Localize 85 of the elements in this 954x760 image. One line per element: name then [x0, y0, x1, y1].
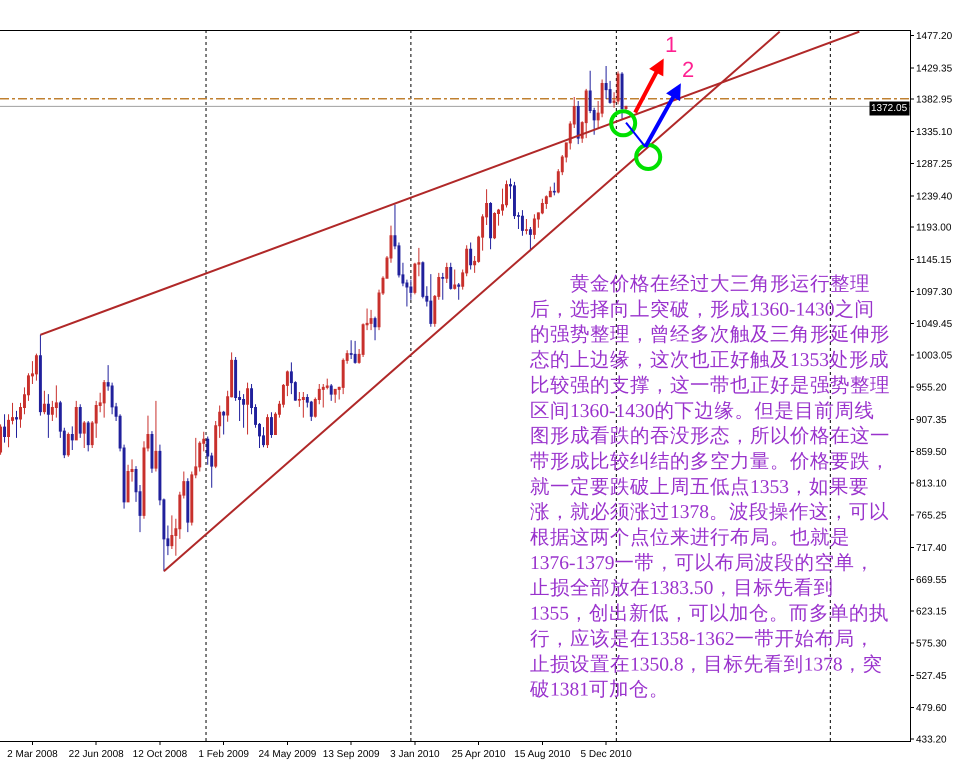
candlestick [262, 426, 265, 448]
candlestick [266, 414, 269, 448]
candlestick [374, 316, 377, 341]
candlestick [604, 66, 608, 100]
y-tick-label: 623.15 [916, 606, 948, 618]
y-tick-label: 479.60 [916, 703, 948, 714]
candlestick [457, 282, 460, 300]
candlestick [38, 334, 42, 416]
text: 黄金价格在经过大三角形运行整理后，选择向上突破，形成1360-1430之间的强势整理，曾经多次触及三角形延伸形态的上边缘，这次也正好触及1353处形成比较强的支撑，这一带也正好是强势整理区间1360-1430的下边缘。但是目前周线图形成看跌的吞没形态，所以价格在这一带形成比较纠结的多空力量。价格要跌，就一定要跌破上周五低点1353，如果要涨，就必须涨过1378。波段操作这，可以根据这两个点位来进行布局。也就是1376-1379一带，可以布局波段的空单，止损全部放在1383.50，目标先看到1355，创出新低，可以加仓。而多单的执行，应该是在1358-1362一带开始布局，止损设置在1350.8，目标先看到1378，突破1381可加仓。 [530, 274, 890, 701]
x-tick-label: 3 Jan 2010 [390, 749, 440, 760]
annotation: 2 [682, 57, 694, 82]
x-tick-label: 2 Mar 2008 [7, 749, 58, 760]
x-tick-label: 22 Jun 2008 [68, 749, 124, 760]
y-tick-label: 1429.35 [916, 63, 953, 74]
candlestick [186, 478, 190, 533]
candlestick [270, 412, 273, 438]
candlestick [42, 390, 46, 415]
candlestick [334, 388, 337, 404]
x-tick-label: 25 Apr 2010 [452, 749, 506, 760]
candlestick [34, 353, 38, 382]
y-tick-label: 1097.30 [916, 286, 953, 298]
y-tick-label: 669.55 [916, 575, 948, 586]
candlestick [584, 88, 588, 139]
y-tick-label: 1287.25 [916, 159, 953, 170]
candlestick [242, 394, 246, 428]
y-tick-label: 813.10 [916, 478, 948, 490]
candlestick [493, 212, 496, 240]
candlestick [154, 400, 158, 472]
y-tick-label: 859.50 [916, 447, 948, 458]
x-tick-label: 1 Feb 2009 [198, 749, 250, 760]
candlestick [246, 382, 250, 435]
candlestick [552, 182, 556, 196]
y-tick-label: 575.30 [916, 638, 948, 650]
candlestick [330, 383, 333, 402]
y-tick-label: 1382.95 [916, 94, 953, 106]
y-tick-label: 1239.40 [916, 191, 953, 202]
candlestick [222, 410, 226, 435]
y-tick-label: 527.45 [916, 670, 948, 682]
candlestick [46, 394, 50, 438]
candlestick [54, 384, 58, 418]
y-tick-label: 433.20 [916, 734, 948, 746]
candlestick [66, 432, 70, 458]
candlestick [86, 420, 90, 452]
candlestick [445, 262, 448, 284]
x-tick-label: 13 Sep 2009 [322, 749, 380, 760]
candlestick [469, 242, 472, 270]
candlestick [3, 414, 6, 444]
x-tick-label: 15 Aug 2010 [514, 749, 571, 760]
candlestick [524, 218, 528, 235]
y-tick-label: 717.40 [916, 542, 948, 554]
candlestick [620, 72, 624, 120]
candlestick [302, 392, 305, 418]
y-tick-label: 1193.00 [916, 222, 952, 234]
candlestick [441, 272, 444, 300]
candlestick [532, 214, 536, 240]
candlestick [370, 309, 373, 331]
y-tick-label: 1335.10 [916, 126, 953, 138]
y-tick-label: 765.25 [916, 510, 948, 522]
y-tick-label: 1049.45 [916, 319, 953, 330]
y-tick-label: 1145.15 [916, 254, 952, 266]
candlestick [576, 100, 580, 145]
annotation: 1 [665, 32, 678, 57]
x-tick-label: 5 Dec 2010 [580, 749, 632, 760]
x-tick-label: 24 May 2009 [258, 749, 317, 760]
candlestick [354, 340, 357, 364]
y-tick-label: 955.20 [916, 382, 948, 394]
candlestick [489, 202, 492, 250]
x-tick-label: 12 Oct 2008 [132, 749, 188, 760]
candlestick [150, 430, 154, 474]
y-tick-label: 1003.05 [916, 350, 953, 362]
ref-line-label: 1372.05 [871, 103, 908, 114]
candlestick [102, 379, 106, 418]
candlestick [429, 274, 432, 328]
candlestick [0, 424, 2, 456]
candlestick [70, 426, 74, 450]
candlestick [616, 70, 620, 105]
candlestick [624, 105, 628, 111]
candlestick [15, 410, 18, 438]
candlestick [520, 210, 524, 236]
candlestick [453, 268, 456, 290]
candlestick [350, 340, 353, 360]
y-tick-label: 907.35 [916, 414, 948, 426]
candlestick [528, 226, 532, 252]
y-tick-label: 1477.20 [916, 31, 953, 42]
candlestick [82, 420, 86, 448]
